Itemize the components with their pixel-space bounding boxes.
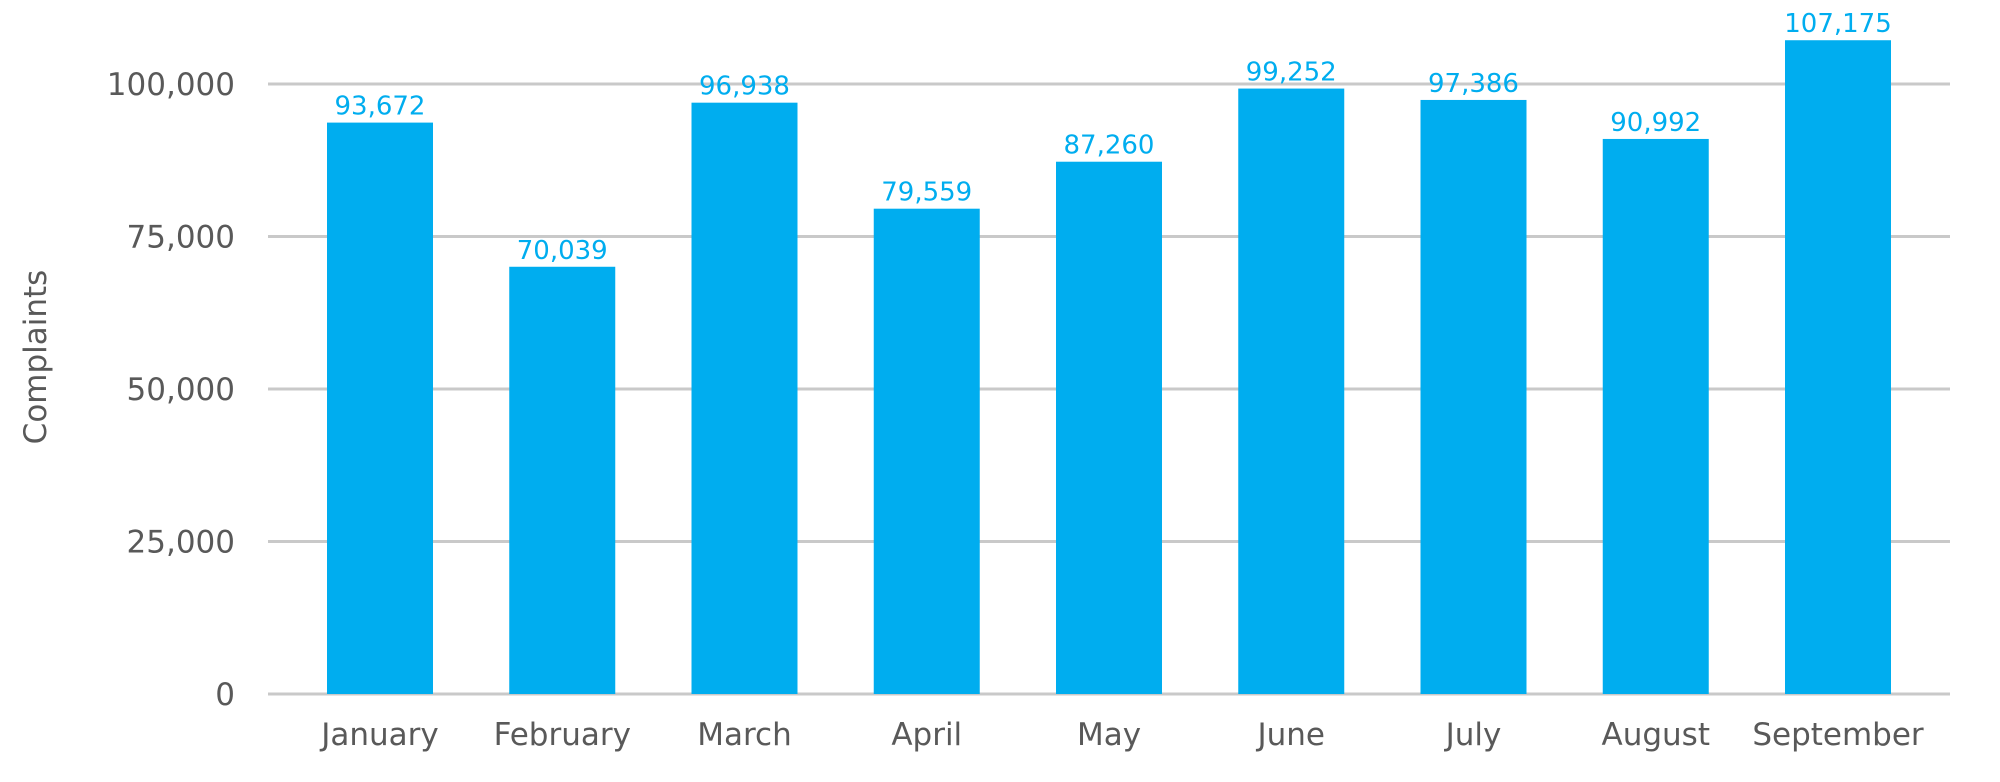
bar: [691, 102, 798, 694]
bar: [509, 266, 616, 694]
data-label: 90,992: [1610, 108, 1701, 138]
bar: [1056, 161, 1162, 695]
x-tick-label: July: [1444, 717, 1502, 753]
x-axis-categories: January February March April May June July Augu…: [319, 717, 1924, 753]
data-label: 96,938: [699, 72, 790, 102]
x-tick-label: June: [1255, 717, 1325, 753]
y-tick-label: 50,000: [127, 372, 235, 408]
data-label: 97,386: [1428, 69, 1519, 99]
x-tick-label: January: [319, 717, 439, 753]
data-label: 99,252: [1246, 58, 1337, 88]
bar: [1420, 99, 1527, 695]
y-axis-label: Complaints: [18, 270, 54, 445]
x-tick-label: September: [1752, 717, 1924, 753]
data-label: 93,672: [335, 92, 426, 122]
x-tick-label: May: [1077, 717, 1141, 753]
bar: [1602, 138, 1709, 695]
y-tick-label: 100,000: [107, 67, 235, 103]
bars: [327, 40, 1891, 695]
bar: [1238, 88, 1345, 694]
bar: [327, 122, 433, 694]
x-tick-label: August: [1602, 717, 1711, 753]
y-tick-label: 75,000: [127, 220, 235, 256]
data-label: 87,260: [1064, 131, 1155, 161]
y-axis-ticks: 0 25,000 50,000 75,000 100,000: [107, 67, 235, 713]
bar: [873, 208, 980, 694]
y-tick-label: 0: [215, 677, 235, 713]
bar: [1785, 40, 1891, 695]
x-tick-label: February: [494, 717, 631, 753]
x-tick-label: March: [697, 717, 792, 753]
data-label: 70,039: [517, 236, 608, 266]
data-label: 79,559: [881, 178, 972, 208]
data-label: 107,175: [1784, 9, 1892, 39]
y-tick-label: 25,000: [127, 525, 235, 561]
data-labels: 93,672 70,039 96,938 79,559 87,260 99,252 97,3…: [335, 9, 1892, 266]
x-tick-label: April: [891, 717, 962, 753]
